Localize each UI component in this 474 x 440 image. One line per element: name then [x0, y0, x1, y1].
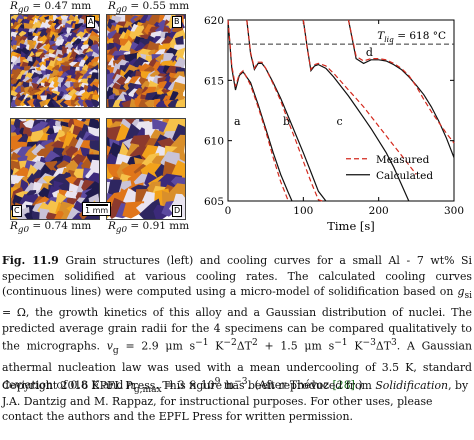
micrograph-d: [106, 118, 186, 220]
citation-link[interactable]: [28]: [332, 378, 355, 392]
scale-bar: 1 mm: [82, 202, 112, 216]
radius-label-d: Rg0 = 0.91 mm: [108, 220, 190, 236]
micrograph-b: [106, 14, 186, 108]
corner-label-b: B: [172, 16, 182, 28]
series-b-calculated: [246, 19, 327, 202]
corner-label-d: D: [172, 205, 183, 217]
chart-axes: [227, 19, 455, 202]
corner-label-a: A: [86, 16, 96, 28]
curve-label-a: a: [234, 115, 241, 128]
figure-caption: Fig. 11.9 Grain structures (left) and co…: [2, 254, 472, 395]
x-tick-label: 100: [293, 205, 313, 217]
y-tick-label: 620: [204, 15, 224, 27]
micrograph-a: [10, 14, 100, 108]
legend-measured-label: Measured: [376, 154, 430, 166]
series-d-calculated: [347, 19, 455, 158]
chart-text: 0 100 200 300 605 610 615 620 Tliq = 618 °C a b c d M…: [204, 15, 464, 233]
curve-label-d: d: [366, 46, 373, 59]
plot-frame: [227, 19, 455, 202]
chart-series: [227, 19, 455, 202]
radius-label-b: Rg0 = 0.55 mm: [108, 0, 190, 16]
curve-label-c: c: [336, 115, 342, 128]
cooling-curve-chart: 0 100 200 300 605 610 615 620 Tliq = 618 °C a b c d M…: [204, 15, 464, 233]
book-title: Solidification: [375, 379, 449, 392]
y-tick-label: 610: [204, 136, 224, 148]
corner-label-c: C: [12, 205, 22, 217]
series-c-calculated: [302, 19, 410, 202]
micrograph-c: [10, 118, 100, 220]
radius-label-c: Rg0 = 0.74 mm: [10, 220, 92, 236]
figure-number: Fig. 11.9: [2, 254, 59, 267]
y-tick-label: 615: [204, 75, 224, 87]
x-tick-label: 0: [225, 205, 232, 217]
series-a-calculated: [227, 19, 293, 202]
series-b-measured: [246, 19, 323, 202]
x-tick-label: 300: [444, 205, 464, 217]
y-tick-label: 605: [204, 196, 224, 208]
x-tick-label: 200: [369, 205, 389, 217]
figure: Rg0 = 0.47 mm Rg0 = 0.55 mm Rg0 = 0.74 m…: [10, 0, 464, 236]
curve-label-b: b: [283, 115, 290, 128]
liquidus-label: Tliq = 618 °C: [377, 30, 446, 44]
x-axis-label: Time [s]: [327, 219, 375, 233]
series-c-measured: [302, 19, 417, 175]
legend-calculated-label: Calculated: [376, 170, 433, 182]
radius-label-a: Rg0 = 0.47 mm: [10, 0, 92, 16]
series-d-measured: [347, 19, 455, 144]
series-a-measured: [227, 19, 289, 202]
copyright-notice: Copyright 2016 EPFL Press. This figure h…: [2, 379, 469, 424]
